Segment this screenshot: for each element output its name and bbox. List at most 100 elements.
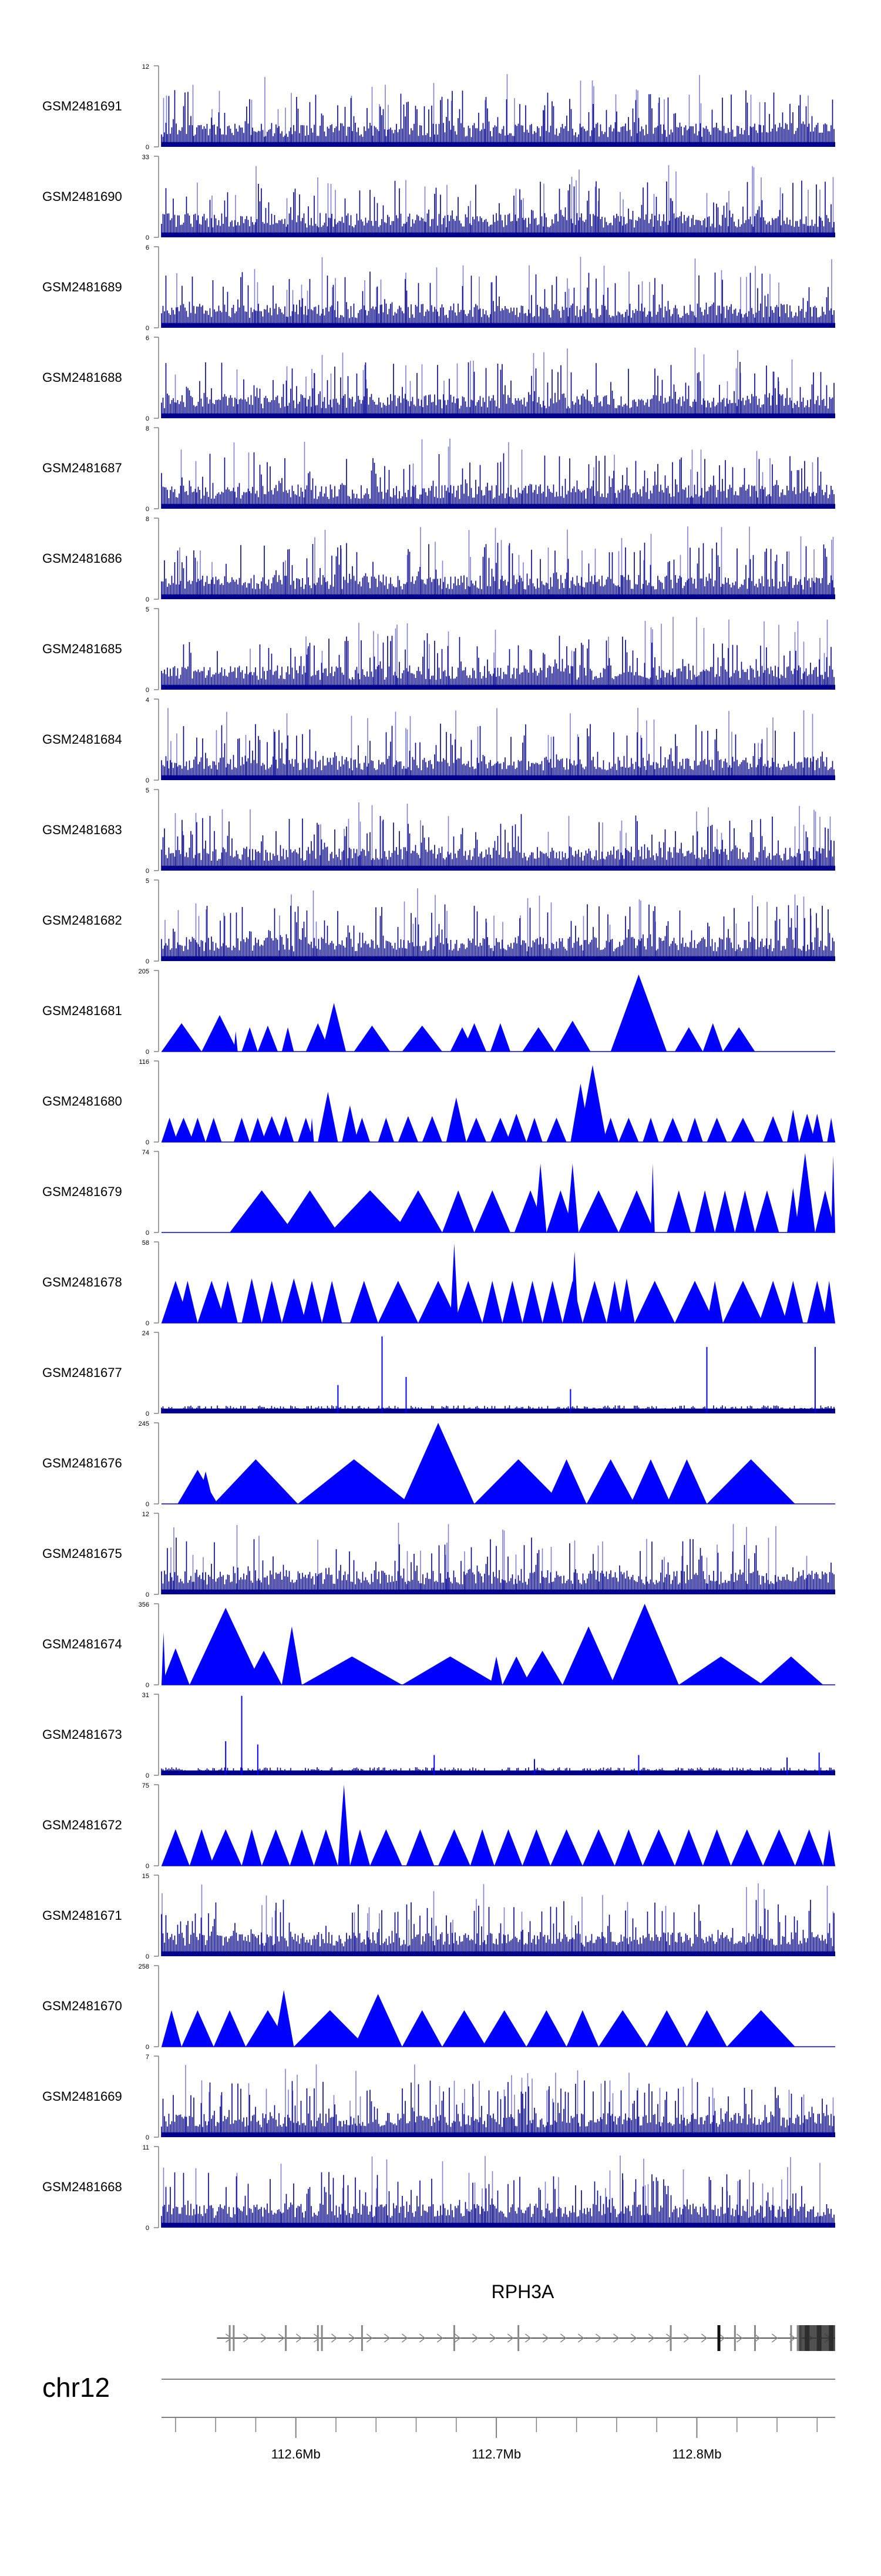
signal-baseline [162, 1951, 835, 1956]
signal-bars-light [167, 707, 813, 780]
signal-peak [233, 1117, 250, 1142]
gene-label: RPH3A [492, 2281, 554, 2302]
signal-peak [342, 1105, 358, 1142]
track-label: GSM2481674 [42, 1637, 122, 1651]
signal-peak [610, 1604, 679, 1685]
track-label: GSM2481687 [42, 461, 122, 475]
signal-bars [161, 542, 835, 599]
signal-baseline [162, 2222, 835, 2228]
gene-exon [321, 2325, 323, 2351]
y-max-label: 4 [146, 697, 149, 704]
track-GSM2481673: GSM2481673 31 0 [42, 1692, 835, 1779]
signal-peak [181, 2010, 214, 2047]
track-label: GSM2481672 [42, 1818, 122, 1832]
signal-peak [522, 1651, 563, 1685]
signal-peak [534, 1163, 547, 1232]
signal-peak [474, 1190, 510, 1232]
signal-bars-light [250, 617, 828, 690]
signal-peak [579, 1064, 607, 1142]
signal-peak [241, 1829, 262, 1866]
signal-peak [197, 1471, 214, 1504]
signal-peak [490, 1117, 510, 1142]
signal-peak [354, 1025, 391, 1052]
track-label: GSM2481679 [42, 1184, 122, 1199]
signal-peak [241, 1278, 262, 1323]
intron-arrows [225, 2333, 831, 2343]
signal-peak [294, 2010, 366, 2047]
track-GSM2481682: GSM2481682 5 0 [42, 878, 835, 965]
y-max-label: 24 [142, 1330, 149, 1337]
signal-peak [173, 1117, 194, 1142]
signal-peak [522, 1281, 543, 1323]
signal-baseline [162, 232, 835, 237]
signal-peak [526, 1117, 543, 1142]
y-max-label: 33 [142, 154, 149, 161]
y-max-label: 8 [146, 425, 149, 432]
signal-peak [579, 1190, 619, 1232]
gene-exon [285, 2325, 287, 2351]
signal-peak [795, 1829, 823, 1866]
y-min-label: 0 [146, 868, 149, 875]
y-max-label: 12 [142, 63, 149, 70]
signal-peak [301, 1281, 322, 1323]
signal-bars-light [174, 802, 831, 871]
signal-peak [290, 1829, 314, 1866]
signal-peak [582, 1281, 607, 1323]
signal-peak [634, 1281, 675, 1323]
signal-peak [687, 2010, 727, 2047]
signal-peak [446, 1097, 466, 1142]
track-GSM2481685: GSM2481685 5 0 [42, 606, 835, 694]
signal-bars-light [163, 2155, 821, 2228]
gene-exon [734, 2325, 736, 2351]
signal-peak [610, 974, 667, 1052]
signal-peak [827, 1117, 835, 1142]
signal-peak [197, 1281, 226, 1323]
signal-peak [727, 2010, 795, 2047]
track-GSM2481677: GSM2481677 24 0 [42, 1330, 835, 1418]
signal-bars [161, 90, 835, 147]
track-label: GSM2481675 [42, 1546, 122, 1561]
signal-peak [702, 1829, 731, 1866]
y-min-label: 0 [146, 1772, 149, 1779]
signal-peak [707, 1459, 795, 1504]
signal-peak [562, 1626, 615, 1685]
signal-peak [823, 1829, 835, 1866]
signal-peak [783, 1281, 803, 1323]
track-label: GSM2481677 [42, 1365, 122, 1380]
signal-peak [261, 1116, 282, 1142]
signal-peak [667, 1459, 707, 1504]
signal-peak [582, 1829, 615, 1866]
signal-peak [678, 1656, 764, 1685]
signal-peak [554, 1020, 591, 1052]
signal-bars-light [170, 1523, 808, 1594]
signal-peak [162, 1829, 190, 1866]
y-min-label: 0 [146, 2044, 149, 2051]
signal-peak [246, 1651, 282, 1685]
track-GSM2481674: GSM2481674 356 0 [42, 1601, 835, 1689]
signal-baseline [162, 142, 835, 147]
signal-peak [189, 1607, 262, 1685]
track-GSM2481679: GSM2481679 74 0 [42, 1149, 835, 1237]
signal-bars [161, 904, 835, 961]
signal-peak [257, 1025, 278, 1052]
y-max-label: 7 [146, 2054, 149, 2061]
signal-bars [161, 723, 835, 780]
gene-exon [453, 2325, 455, 2351]
signal-peak [189, 1117, 206, 1142]
signal-peak [277, 1116, 294, 1142]
signal-peak [807, 1281, 828, 1323]
signal-peak [354, 1117, 371, 1142]
signal-baseline [162, 956, 835, 961]
y-max-label: 116 [139, 1059, 149, 1066]
signal-peak [570, 1251, 579, 1323]
signal-peak [763, 1116, 784, 1142]
signal-peak [402, 1423, 475, 1504]
signal-peak [281, 1190, 338, 1232]
signal-peak [217, 1281, 238, 1323]
signal-baseline [162, 1589, 835, 1594]
signal-bars [161, 814, 835, 871]
signal-peak [687, 1117, 703, 1142]
signal-peak [162, 1023, 202, 1052]
signal-peak [674, 1281, 715, 1323]
y-min-label: 0 [146, 958, 149, 965]
